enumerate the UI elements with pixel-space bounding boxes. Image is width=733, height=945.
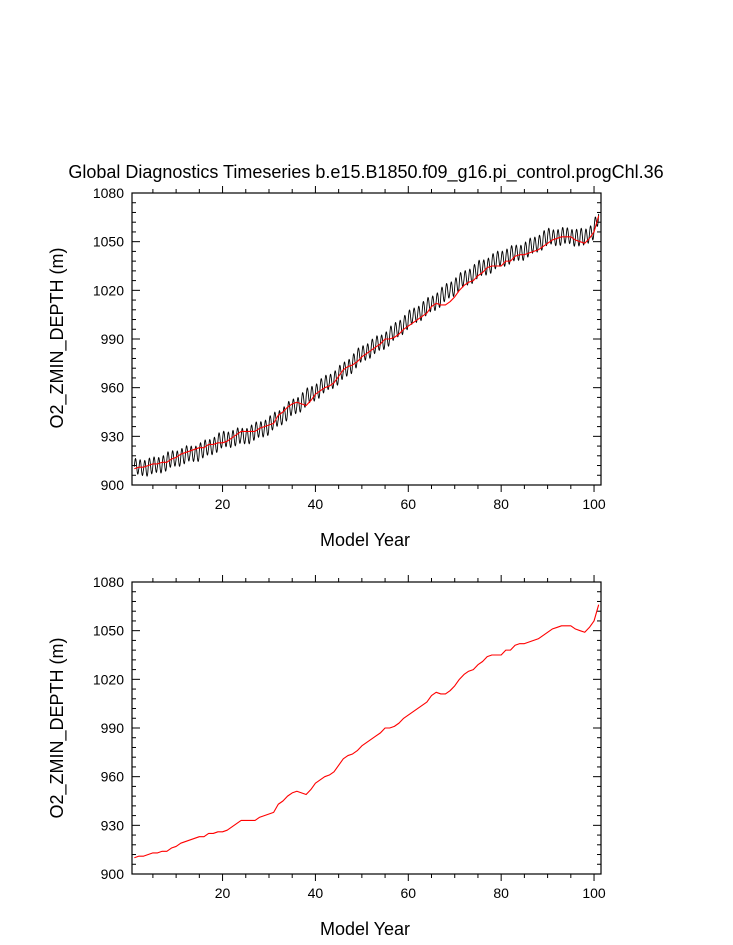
x-tick-label: 80 xyxy=(493,496,509,512)
y-tick-label: 1080 xyxy=(93,574,124,590)
x-tick-label: 60 xyxy=(401,496,417,512)
top-tick-labels: 900 930 960 990 1020 1050 1080 20 40 60 80 100 xyxy=(93,185,606,512)
top-x-axis-label: Model Year xyxy=(320,530,410,550)
y-tick-label: 930 xyxy=(101,817,125,833)
y-tick-label: 1050 xyxy=(93,234,124,250)
y-tick-label: 1020 xyxy=(93,671,124,687)
x-tick-label: 20 xyxy=(215,885,231,901)
top-panel: Global Diagnostics Timeseries b.e15.B185… xyxy=(47,162,664,550)
bottom-series xyxy=(134,604,600,859)
bottom-tick-labels: 900 930 960 990 1020 1050 1080 20 40 60 80 100 xyxy=(93,574,606,901)
bottom-panel: 900 930 960 990 1020 1050 1080 20 40 60 80 100 Mode… xyxy=(47,574,606,939)
bottom-ticks xyxy=(132,575,601,881)
bottom-y-axis-label: O2_ZMIN_DEPTH (m) xyxy=(47,637,68,818)
x-tick-label: 40 xyxy=(308,885,324,901)
y-tick-label: 1050 xyxy=(93,623,124,639)
y-tick-label: 900 xyxy=(101,866,125,882)
annual-mean-series-line xyxy=(134,215,600,470)
monthly-series-line xyxy=(133,213,600,477)
bottom-x-axis-label: Model Year xyxy=(320,919,410,939)
y-tick-label: 1080 xyxy=(93,185,124,201)
top-ticks xyxy=(132,186,601,492)
x-tick-label: 20 xyxy=(215,496,231,512)
y-tick-label: 990 xyxy=(101,720,125,736)
x-tick-label: 60 xyxy=(401,885,417,901)
y-tick-label: 900 xyxy=(101,477,125,493)
top-y-axis-label: O2_ZMIN_DEPTH (m) xyxy=(47,247,68,428)
x-tick-label: 40 xyxy=(308,496,324,512)
y-tick-label: 1020 xyxy=(93,282,124,298)
y-tick-label: 990 xyxy=(101,331,125,347)
y-tick-label: 960 xyxy=(101,380,125,396)
annual-mean-series-line xyxy=(134,604,600,859)
top-series xyxy=(133,213,600,477)
y-tick-label: 930 xyxy=(101,428,125,444)
bottom-plot-frame xyxy=(131,581,602,875)
chart-title: Global Diagnostics Timeseries b.e15.B185… xyxy=(68,162,663,183)
x-tick-label: 100 xyxy=(582,496,606,512)
x-tick-label: 80 xyxy=(493,885,509,901)
top-plot-frame xyxy=(131,192,602,486)
y-tick-label: 960 xyxy=(101,769,125,785)
x-tick-label: 100 xyxy=(582,885,606,901)
